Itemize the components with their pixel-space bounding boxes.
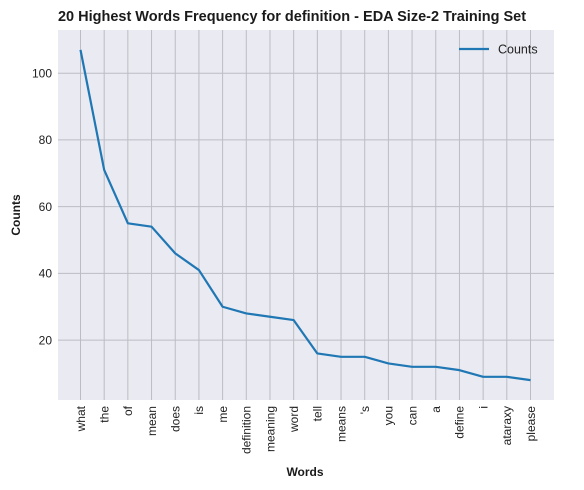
x-tick-label: you <box>382 406 396 425</box>
x-tick-label: me <box>216 406 230 423</box>
y-tick-label: 80 <box>39 133 53 147</box>
y-tick-label: 40 <box>39 267 53 281</box>
x-tick-label: a <box>429 406 443 413</box>
grid-lines <box>58 30 554 400</box>
x-tick-label: word <box>287 406 301 433</box>
series-line-counts <box>79 49 531 382</box>
x-tick-label: 's <box>358 406 372 414</box>
x-tick-label: define <box>453 406 467 439</box>
x-tick-label: the <box>97 406 111 423</box>
legend-label: Counts <box>498 43 538 57</box>
x-tick-label: can <box>405 406 419 425</box>
y-tick-labels: 20 40 60 80 100 <box>32 67 52 348</box>
x-tick-label: i <box>476 406 490 409</box>
x-tick-labels: what the of mean does is me definition meaning wo… <box>74 405 538 454</box>
y-tick-label: 60 <box>39 200 53 214</box>
y-tick-label: 20 <box>39 333 53 347</box>
x-tick-label: of <box>121 405 135 416</box>
x-tick-label: ataraxy <box>500 406 514 445</box>
chart-title: 20 Highest Words Frequency for definitio… <box>58 9 526 25</box>
x-tick-label: meaning <box>263 406 277 452</box>
x-tick-label: is <box>192 406 206 415</box>
y-axis-label: Counts <box>9 194 23 236</box>
x-tick-label: means <box>334 406 348 442</box>
y-tick-label: 100 <box>32 67 52 81</box>
x-tick-label: please <box>524 406 538 442</box>
x-axis-label: Words <box>286 465 323 479</box>
x-tick-label: definition <box>240 406 254 454</box>
x-tick-label: what <box>74 405 88 432</box>
x-tick-label: tell <box>311 406 325 421</box>
plot-area <box>58 30 554 400</box>
x-tick-label: mean <box>145 406 159 436</box>
x-tick-label: does <box>169 406 183 432</box>
legend: Counts <box>459 43 538 57</box>
